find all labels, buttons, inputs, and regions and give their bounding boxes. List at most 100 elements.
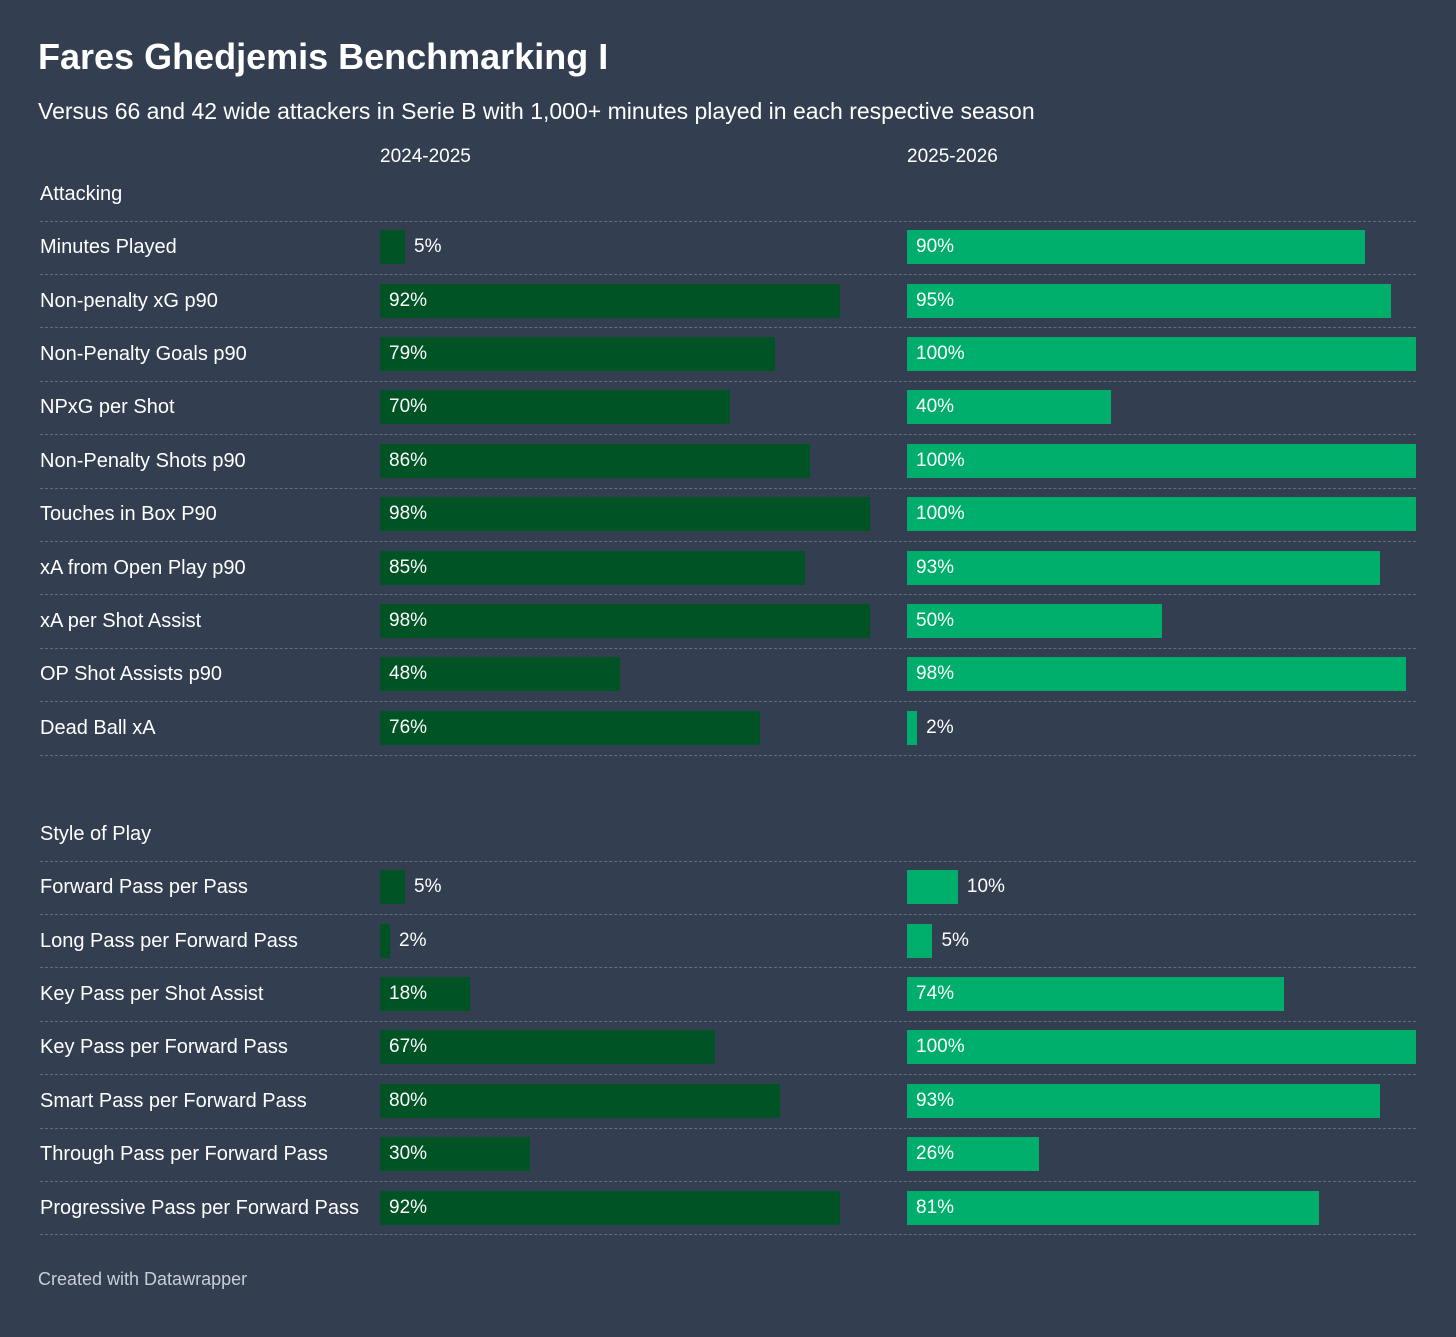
bar-value-label: 26%: [916, 1143, 955, 1165]
bar-value-label: 2%: [399, 929, 427, 951]
row-label: Non-penalty xG p90: [40, 289, 218, 312]
column-header-2025-2026: 2025-2026: [907, 146, 998, 167]
row-label: xA from Open Play p90: [40, 556, 246, 579]
bar-value-label: 80%: [389, 1089, 428, 1111]
bar-value-label: 92%: [389, 289, 428, 311]
row-divider: [40, 380, 1416, 382]
bar-value-label: 95%: [916, 289, 955, 311]
row-divider: [40, 1074, 1416, 1076]
row-label: Through Pass per Forward Pass: [40, 1143, 328, 1166]
bar-2024-2025: [380, 283, 840, 318]
section-label: Attacking: [40, 183, 123, 205]
row-label: Long Pass per Forward Pass: [40, 929, 298, 952]
row-divider: [40, 967, 1416, 969]
bar-2025-2026: [907, 443, 1416, 478]
bar-value-label: 90%: [916, 236, 955, 258]
row-label: Non-Penalty Shots p90: [40, 449, 246, 472]
row-divider: [40, 1234, 1416, 1236]
row-divider: [40, 594, 1416, 596]
chart-subtitle: Versus 66 and 42 wide attackers in Serie…: [38, 98, 1035, 124]
bar-2025-2026: [907, 1030, 1416, 1065]
bar-value-label: 86%: [389, 449, 428, 471]
row-divider: [40, 220, 1416, 222]
bar-value-label: 70%: [389, 396, 428, 418]
section-label: Style of Play: [40, 823, 152, 845]
chart-title: Fares Ghedjemis Benchmarking I: [38, 36, 609, 77]
bar-value-label: 100%: [916, 1036, 965, 1058]
bar-2024-2025: [380, 1083, 780, 1118]
row-divider: [40, 273, 1416, 275]
bar-value-label: 10%: [966, 876, 1005, 898]
bar-2025-2026: [907, 337, 1416, 371]
row-divider: [40, 913, 1416, 915]
bar-value-label: 50%: [916, 610, 955, 631]
bar-2024-2025: [380, 977, 470, 1011]
bar-2024-2025: [380, 497, 870, 532]
bar-2025-2026: [907, 977, 1284, 1011]
bar-value-label: 79%: [389, 343, 428, 364]
row-divider: [40, 327, 1416, 329]
row-divider: [40, 1020, 1416, 1022]
row-label: Touches in Box P90: [40, 503, 217, 526]
bar-value-label: 48%: [389, 663, 428, 685]
bar-2024-2025: [380, 443, 810, 478]
row-label: Smart Pass per Forward Pass: [40, 1089, 307, 1112]
row-label: Forward Pass per Pass: [40, 876, 248, 899]
bar-2024-2025: [380, 1137, 530, 1172]
bar-value-label: 74%: [916, 983, 955, 1004]
column-header-2024-2025: 2024-2025: [380, 146, 471, 167]
row-label: OP Shot Assists p90: [40, 663, 222, 686]
bar-value-label: 100%: [916, 503, 965, 525]
bar-2025-2026: [907, 550, 1381, 585]
row-divider: [40, 754, 1416, 756]
row-label: Non-Penalty Goals p90: [40, 343, 247, 365]
bar-2024-2025: [380, 337, 775, 371]
bar-2025-2026: [907, 923, 933, 958]
bar-2025-2026: [907, 497, 1416, 532]
row-label: Minutes Played: [40, 236, 177, 259]
row-divider: [40, 647, 1416, 649]
bar-value-label: 100%: [916, 449, 965, 471]
bar-2024-2025: [380, 230, 405, 265]
bar-value-label: 98%: [389, 610, 428, 631]
bar-value-label: 18%: [389, 983, 428, 1004]
bar-2024-2025: [380, 550, 805, 585]
bar-value-label: 92%: [389, 1196, 428, 1218]
bar-2025-2026: [907, 657, 1406, 692]
bar-2025-2026: [907, 230, 1366, 265]
bar-value-label: 2%: [926, 716, 954, 738]
bar-2025-2026: [907, 1137, 1040, 1172]
bar-2024-2025: [380, 604, 870, 638]
row-label: Key Pass per Shot Assist: [40, 983, 264, 1005]
bar-value-label: 76%: [389, 716, 428, 738]
row-divider: [40, 860, 1416, 862]
bar-2024-2025: [380, 923, 390, 958]
bar-2025-2026: [907, 1190, 1320, 1225]
bar-2025-2026: [907, 1083, 1381, 1118]
bar-2025-2026: [907, 604, 1162, 638]
bar-value-label: 98%: [916, 663, 955, 685]
bar-2025-2026: [907, 710, 918, 745]
bar-2024-2025: [380, 390, 730, 425]
footer-credit: Created with Datawrapper: [38, 1269, 248, 1289]
bar-2025-2026: [907, 870, 958, 905]
bar-value-label: 5%: [414, 236, 442, 258]
bar-value-label: 30%: [389, 1143, 428, 1165]
bar-2025-2026: [907, 283, 1391, 318]
bar-2024-2025: [380, 1030, 715, 1065]
row-divider: [40, 1180, 1416, 1182]
row-label: xA per Shot Assist: [40, 610, 202, 632]
row-divider: [40, 540, 1416, 542]
bar-2024-2025: [380, 870, 405, 905]
bar-value-label: 98%: [389, 503, 428, 525]
row-divider: [40, 1127, 1416, 1129]
bar-2024-2025: [380, 1190, 840, 1225]
bar-value-label: 67%: [389, 1036, 428, 1058]
bar-2024-2025: [380, 657, 620, 692]
row-label: Dead Ball xA: [40, 716, 156, 739]
bar-value-label: 93%: [916, 1089, 955, 1111]
bar-2024-2025: [380, 710, 760, 745]
bar-value-label: 5%: [941, 929, 969, 951]
row-divider: [40, 701, 1416, 703]
